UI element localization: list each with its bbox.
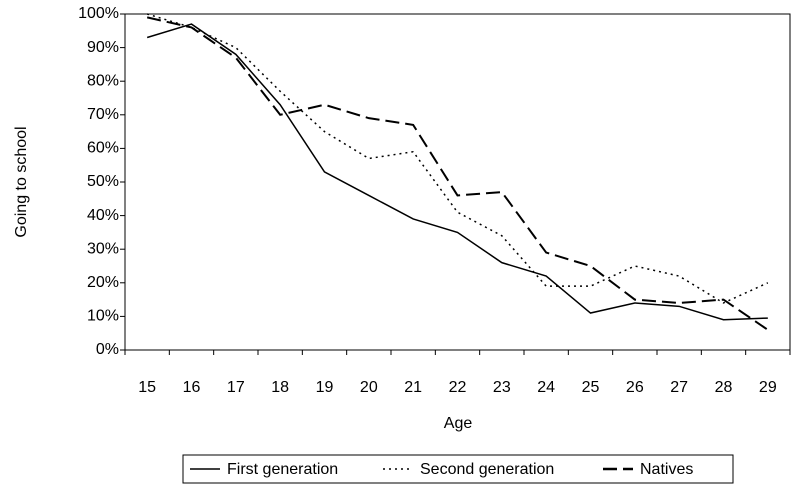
y-tick-label: 0% [96,341,119,358]
x-tick-label: 16 [183,379,201,396]
x-tick-label: 22 [449,379,467,396]
x-tick-label: 24 [537,379,555,396]
series-line [146,13,769,304]
x-tick-label: 23 [493,379,511,396]
legend-box [182,454,734,484]
x-tick-label: 25 [582,379,600,396]
x-tick-label: 19 [316,379,334,396]
x-tick-label: 21 [404,379,422,396]
x-tick-label: 20 [360,379,378,396]
y-tick-label: 10% [87,308,119,325]
y-tick-label: 30% [87,240,119,257]
x-tick-label: 27 [670,379,688,396]
legend-label: Second generation [420,461,554,478]
x-axis-title: Age [444,415,473,432]
y-tick-label: 90% [87,39,119,56]
y-tick-label: 60% [87,140,119,157]
y-tick-label: 100% [78,5,119,22]
x-tick-label: 26 [626,379,644,396]
y-tick-label: 80% [87,72,119,89]
x-tick-label: 17 [227,379,245,396]
y-axis-title: Going to school [13,126,30,237]
series-line [146,16,769,331]
x-tick-label: 29 [759,379,777,396]
y-tick-label: 40% [87,207,119,224]
x-tick-label: 28 [715,379,733,396]
legend-label: Natives [640,461,693,478]
plot-frame [124,13,791,351]
y-tick-label: 20% [87,274,119,291]
legend-label: First generation [227,461,338,478]
series-line [146,23,768,321]
x-tick-label: 18 [271,379,289,396]
y-tick-label: 70% [87,106,119,123]
y-tick-label: 50% [87,173,119,190]
x-tick-label: 15 [138,379,156,396]
